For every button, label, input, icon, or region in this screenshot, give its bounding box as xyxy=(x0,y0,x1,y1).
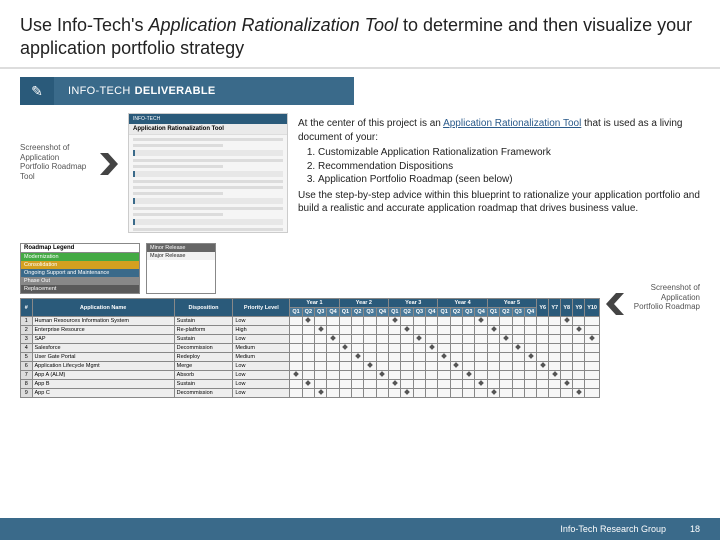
release-legend: Minor ReleaseMajor Release xyxy=(146,243,216,294)
table-row: 1Human Resources Information SystemSusta… xyxy=(21,317,600,326)
legend-row: Phase Out xyxy=(21,277,139,285)
thumb-title: Application Rationalization Tool xyxy=(129,124,287,135)
year-header: Year 3 xyxy=(389,299,438,308)
quarter-header: Q1 xyxy=(339,308,351,317)
table-row: 6Application Lifecycle MgmtMergeLow xyxy=(21,362,600,371)
roadmap-legend: Roadmap Legend ModernizationConsolidatio… xyxy=(20,243,140,294)
legend-row: Major Release xyxy=(147,252,215,260)
desc-intro-a: At the center of this project is an xyxy=(298,118,443,129)
deliverable-bar: ✎ INFO-TECHDELIVERABLE xyxy=(52,77,700,105)
legend-block: Roadmap Legend ModernizationConsolidatio… xyxy=(20,243,600,294)
table-row: 5User Gate PortalRedeployMedium xyxy=(21,353,600,362)
table-row: 4SalesforceDecommissionMedium xyxy=(21,344,600,353)
quarter-header: Q3 xyxy=(413,308,425,317)
quarter-header: Q2 xyxy=(500,308,512,317)
table-row: 3SAPSustainLow xyxy=(21,335,600,344)
quarter-header: Q2 xyxy=(450,308,462,317)
quarter-header: Q2 xyxy=(352,308,364,317)
year-header: Y9 xyxy=(573,299,585,317)
caption-left: Screenshot of Application Portfolio Road… xyxy=(20,113,90,181)
title-prefix: Use Info-Tech's xyxy=(20,15,149,35)
chevron-right-icon xyxy=(100,153,118,175)
deliverable-label-b: DELIVERABLE xyxy=(135,85,216,97)
deliverable-label-a: INFO-TECH xyxy=(68,85,131,97)
legend-row: Consolidation xyxy=(21,261,139,269)
edit-icon: ✎ xyxy=(31,83,43,100)
legend-row: Modernization xyxy=(21,253,139,261)
quarter-header: Q1 xyxy=(389,308,401,317)
roadmap-table: #Application NameDispositionPriority Lev… xyxy=(20,298,600,398)
legend-header: Roadmap Legend xyxy=(21,244,139,253)
tool-link[interactable]: Application Rationalization Tool xyxy=(443,118,581,129)
table-row: 9App CDecommissionLow xyxy=(21,389,600,398)
quarter-header: Q4 xyxy=(475,308,487,317)
col-header: Priority Level xyxy=(233,299,290,317)
deliverable-icon: ✎ xyxy=(20,77,54,105)
table-row: 8App BSustainLow xyxy=(21,380,600,389)
col-header: Application Name xyxy=(32,299,174,317)
mid-row: Screenshot of Application Portfolio Road… xyxy=(0,113,720,233)
chevron-left-icon xyxy=(606,293,624,315)
quarter-header: Q4 xyxy=(376,308,388,317)
quarter-header: Q4 xyxy=(524,308,536,317)
quarter-header: Q4 xyxy=(327,308,339,317)
year-header: Year 5 xyxy=(487,299,536,308)
quarter-header: Q1 xyxy=(487,308,499,317)
quarter-header: Q1 xyxy=(290,308,302,317)
quarter-header: Q3 xyxy=(315,308,327,317)
footer: Info-Tech Research Group 18 xyxy=(0,518,720,540)
legend-row: Replacement xyxy=(21,285,139,293)
list-item: Recommendation Dispositions xyxy=(318,160,700,174)
footer-org: Info-Tech Research Group xyxy=(560,524,666,534)
roadmap: Roadmap Legend ModernizationConsolidatio… xyxy=(20,243,600,398)
list-item: Application Portfolio Roadmap (seen belo… xyxy=(318,173,700,187)
desc-outro: Use the step-by-step advice within this … xyxy=(298,190,700,215)
quarter-header: Q3 xyxy=(364,308,376,317)
quarter-header: Q1 xyxy=(438,308,450,317)
desc-list: Customizable Application Rationalization… xyxy=(318,146,700,187)
col-header: Disposition xyxy=(174,299,233,317)
legend-row: Minor Release xyxy=(147,244,215,252)
col-header: # xyxy=(21,299,33,317)
footer-page: 18 xyxy=(690,524,700,534)
caption-right: Screenshot of Application Portfolio Road… xyxy=(630,243,700,312)
title-italic: Application Rationalization Tool xyxy=(149,15,399,35)
tool-thumbnail: INFO-TECH Application Rationalization To… xyxy=(128,113,288,233)
quarter-header: Q4 xyxy=(426,308,438,317)
quarter-header: Q2 xyxy=(401,308,413,317)
thumb-body xyxy=(129,135,287,233)
list-item: Customizable Application Rationalization… xyxy=(318,146,700,160)
year-header: Y8 xyxy=(561,299,573,317)
quarter-header: Q3 xyxy=(463,308,475,317)
year-header: Year 1 xyxy=(290,299,339,308)
year-header: Y10 xyxy=(585,299,600,317)
year-header: Year 2 xyxy=(339,299,388,308)
table-row: 7App A (ALM)AbsorbLow xyxy=(21,371,600,380)
year-header: Y7 xyxy=(549,299,561,317)
description: At the center of this project is an Appl… xyxy=(298,113,700,216)
thumb-brand: INFO-TECH xyxy=(129,114,287,124)
quarter-header: Q3 xyxy=(512,308,524,317)
quarter-header: Q2 xyxy=(302,308,314,317)
year-header: Year 4 xyxy=(438,299,487,308)
year-header: Y6 xyxy=(537,299,549,317)
slide-title: Use Info-Tech's Application Rationalizat… xyxy=(0,0,720,69)
roadmap-section: Roadmap Legend ModernizationConsolidatio… xyxy=(20,243,700,398)
table-row: 2Enterprise ResourceRe-platformHigh xyxy=(21,326,600,335)
deliverable-label: INFO-TECH DELIVERABLE xyxy=(54,77,354,105)
legend-row: Ongoing Support and Maintenance xyxy=(21,269,139,277)
